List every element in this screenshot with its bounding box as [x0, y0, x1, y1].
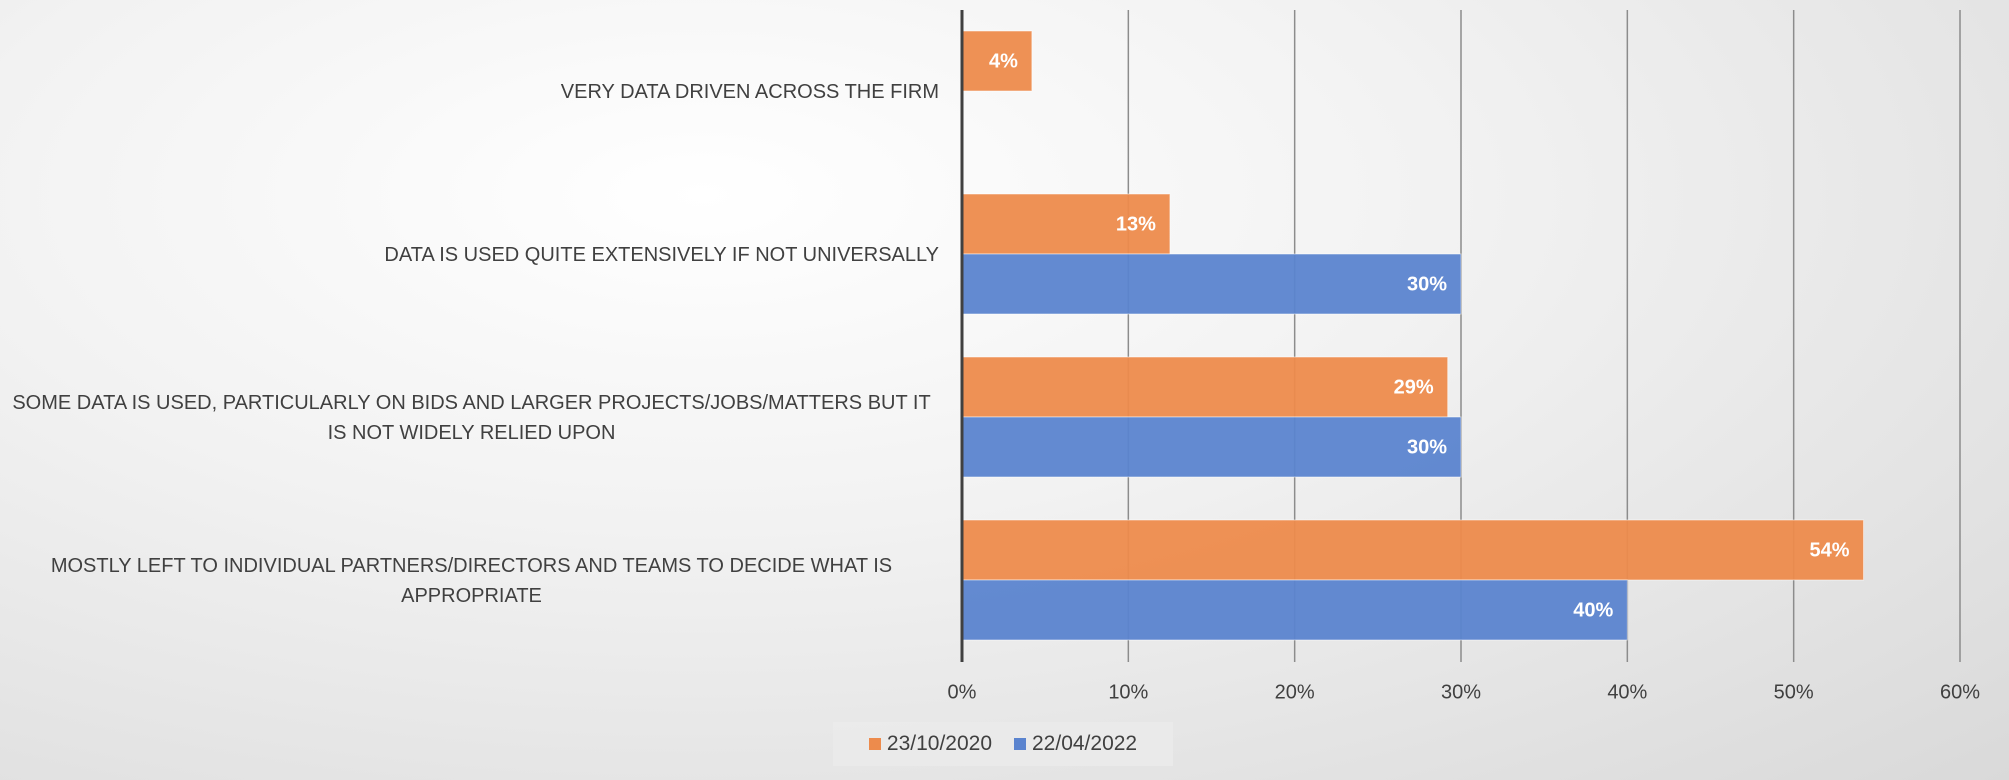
- category-label: DATA IS USED QUITE EXTENSIVELY IF NOT UN…: [384, 243, 939, 266]
- data-label: 30%: [1407, 436, 1447, 458]
- category-label-wrap: MOSTLY LEFT TO INDIVIDUAL PARTNERS/DIREC…: [0, 551, 939, 611]
- legend-swatch: [1014, 738, 1026, 750]
- data-label: 29%: [1394, 376, 1434, 398]
- bar: [961, 253, 1462, 315]
- legend: 23/10/2020 22/04/2022: [833, 722, 1173, 766]
- category-label: SOME DATA IS USED, PARTICULARLY ON BIDS …: [12, 391, 931, 444]
- data-label: 4%: [989, 50, 1018, 72]
- data-label: 40%: [1573, 599, 1613, 621]
- bar: [961, 579, 1628, 641]
- category-label-wrap: SOME DATA IS USED, PARTICULARLY ON BIDS …: [0, 388, 939, 448]
- x-tick-label: 60%: [1940, 681, 1980, 703]
- bar: [961, 356, 1449, 418]
- category-label-wrap: VERY DATA DRIVEN ACROSS THE FIRM: [0, 77, 939, 107]
- bar: [961, 519, 1865, 581]
- category-label: MOSTLY LEFT TO INDIVIDUAL PARTNERS/DIREC…: [50, 554, 893, 607]
- legend-item: 23/10/2020: [868, 732, 992, 756]
- legend-item: 22/04/2022: [1014, 732, 1137, 756]
- data-label: 54%: [1809, 539, 1849, 561]
- x-tick-label: 0%: [948, 681, 977, 703]
- x-tick-label: 40%: [1607, 681, 1647, 703]
- x-tick-label: 30%: [1441, 681, 1481, 703]
- category-label: VERY DATA DRIVEN ACROSS THE FIRM: [560, 80, 939, 103]
- x-tick-label: 20%: [1275, 681, 1315, 703]
- x-tick-label: 10%: [1108, 681, 1148, 703]
- legend-swatch: [868, 738, 881, 750]
- legend-label: 23/10/2020: [886, 732, 992, 755]
- category-label-wrap: DATA IS USED QUITE EXTENSIVELY IF NOT UN…: [0, 240, 939, 270]
- legend-label: 22/04/2022: [1032, 732, 1138, 755]
- data-label: 30%: [1407, 273, 1447, 295]
- x-tick-label: 50%: [1774, 681, 1814, 703]
- data-label: 13%: [1116, 213, 1156, 235]
- bar: [961, 416, 1462, 478]
